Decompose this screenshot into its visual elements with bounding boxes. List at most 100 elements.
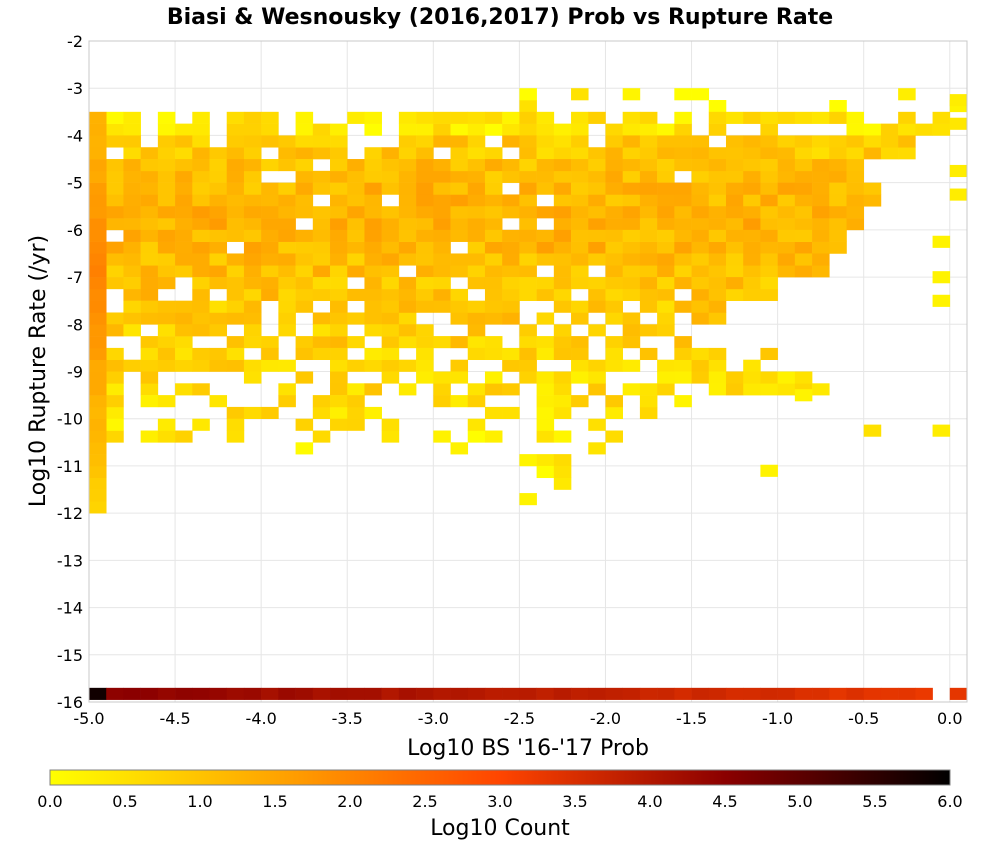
- heatmap-cell: [295, 159, 314, 172]
- heatmap-cell: [450, 182, 469, 195]
- heatmap-cell: [880, 135, 899, 148]
- heatmap-cell: [450, 135, 469, 148]
- heatmap-cell: [519, 218, 537, 231]
- heatmap-cell: [484, 182, 503, 195]
- heatmap-cell: [467, 253, 486, 266]
- heatmap-cell: [450, 371, 469, 384]
- heatmap-cell: [416, 288, 434, 301]
- heatmap-cell: [571, 170, 589, 183]
- heatmap-cell: [243, 194, 262, 207]
- heatmap-cell: [622, 265, 641, 278]
- y-tick-label: -16: [57, 693, 83, 712]
- heatmap-cell: [571, 312, 589, 325]
- heatmap-cell: [553, 182, 572, 195]
- heatmap-cell: [398, 277, 417, 290]
- heatmap-cell: [502, 229, 520, 242]
- heatmap-cell: [622, 88, 641, 101]
- heatmap-cell: [416, 194, 434, 207]
- heatmap-cell: [829, 229, 847, 242]
- heatmap-cell: [553, 194, 572, 207]
- heatmap-cell: [295, 253, 314, 266]
- heatmap-cell: [777, 241, 796, 254]
- heatmap-cell: [588, 418, 606, 431]
- heatmap-cell: [192, 123, 210, 136]
- heatmap-cell: [261, 288, 279, 301]
- heatmap-cell: [760, 241, 778, 254]
- heatmap-cell: [330, 288, 348, 301]
- heatmap-cell: [519, 170, 537, 183]
- heatmap-cell: [571, 182, 589, 195]
- heatmap-cell: [674, 371, 692, 384]
- heatmap-cell: [536, 454, 555, 467]
- heatmap-cell: [536, 288, 555, 301]
- heatmap-cell: [536, 111, 555, 124]
- heatmap-cell: [416, 206, 434, 219]
- heatmap-cell: [829, 135, 847, 148]
- heatmap-cell: [691, 147, 710, 160]
- colorbar-tick-label: 5.0: [787, 792, 812, 811]
- heatmap-cell: [398, 383, 417, 396]
- heatmap-cell: [278, 241, 296, 254]
- heatmap-cell: [794, 371, 813, 384]
- heatmap-cell: [777, 194, 796, 207]
- heatmap-cell: [123, 182, 141, 195]
- heatmap-cell: [192, 147, 210, 160]
- heatmap-cell: [192, 253, 210, 266]
- heatmap-cell: [536, 206, 555, 219]
- heatmap-cell: [89, 194, 107, 207]
- heatmap-cell: [278, 253, 296, 266]
- heatmap-cell: [157, 336, 176, 349]
- y-axis-ticks: -2 -3 -4 -5 -6 -7 -8 -9 -10 -11 -12 -13 -14 -15 -16: [57, 32, 83, 712]
- x-tick-label: -3.0: [418, 709, 449, 728]
- heatmap-cell: [175, 218, 193, 231]
- heatmap-cell: [175, 135, 193, 148]
- heatmap-cell: [760, 123, 778, 136]
- heatmap-cell: [295, 123, 314, 136]
- heatmap-cell: [725, 111, 744, 124]
- heatmap-cell: [209, 300, 228, 313]
- heatmap-cell: [89, 218, 107, 231]
- heatmap-cell: [484, 371, 503, 384]
- x-tick-label: -4.0: [246, 709, 277, 728]
- heatmap-cell: [295, 229, 314, 242]
- heatmap-cell: [261, 123, 279, 136]
- heatmap-cell: [622, 194, 641, 207]
- heatmap-cell: [519, 265, 537, 278]
- heatmap-cell: [674, 123, 692, 136]
- heatmap-cell: [140, 383, 159, 396]
- heatmap-cell: [674, 347, 692, 360]
- heatmap-cell: [794, 687, 813, 700]
- heatmap-cell: [398, 312, 417, 325]
- heatmap-cell: [226, 159, 245, 172]
- heatmap-cell: [725, 218, 744, 231]
- heatmap-cell: [949, 117, 968, 130]
- heatmap-cell: [863, 194, 882, 207]
- heatmap-cell: [364, 288, 382, 301]
- heatmap-cell: [536, 418, 555, 431]
- heatmap-cell: [398, 324, 417, 337]
- heatmap-cell: [484, 218, 503, 231]
- heatmap-cell: [157, 277, 176, 290]
- heatmap-cell: [863, 135, 882, 148]
- heatmap-cell: [743, 159, 761, 172]
- heatmap-cell: [519, 277, 537, 290]
- heatmap-cell: [622, 312, 641, 325]
- heatmap-cell: [657, 300, 675, 313]
- heatmap-cell: [123, 288, 141, 301]
- heatmap-cell: [674, 687, 692, 700]
- colorbar: [49, 769, 951, 786]
- heatmap-cell: [433, 241, 451, 254]
- heatmap-cell: [708, 100, 727, 113]
- heatmap-cell: [347, 241, 365, 254]
- heatmap-cell: [123, 277, 141, 290]
- heatmap-cell: [657, 371, 675, 384]
- heatmap-cell: [347, 206, 365, 219]
- heatmap-cell: [278, 324, 296, 337]
- heatmap-cell: [571, 135, 589, 148]
- heatmap-cell: [639, 218, 658, 231]
- heatmap-cell: [588, 229, 606, 242]
- heatmap-cell: [243, 265, 262, 278]
- heatmap-cell: [639, 288, 658, 301]
- heatmap-cell: [657, 182, 675, 195]
- heatmap-cell: [571, 265, 589, 278]
